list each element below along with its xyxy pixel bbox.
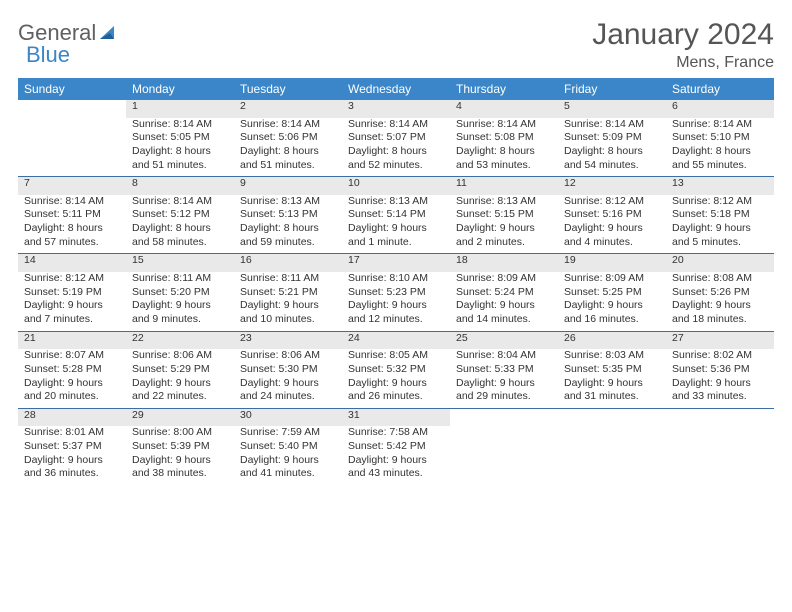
day-number: 17 <box>342 254 450 272</box>
day-cell: Sunrise: 8:09 AMSunset: 5:24 PMDaylight:… <box>450 272 558 331</box>
day-cell: Sunrise: 8:03 AMSunset: 5:35 PMDaylight:… <box>558 349 666 408</box>
day-cell: Sunrise: 8:11 AMSunset: 5:21 PMDaylight:… <box>234 272 342 331</box>
day-cell: Sunrise: 8:13 AMSunset: 5:13 PMDaylight:… <box>234 195 342 254</box>
col-friday: Friday <box>558 78 666 100</box>
day-cell: Sunrise: 8:04 AMSunset: 5:33 PMDaylight:… <box>450 349 558 408</box>
day-number: 9 <box>234 177 342 195</box>
page-title: January 2024 <box>592 18 774 52</box>
day-number: 22 <box>126 331 234 349</box>
calendar-table: Sunday Monday Tuesday Wednesday Thursday… <box>18 78 774 485</box>
col-wednesday: Wednesday <box>342 78 450 100</box>
day-cell <box>666 426 774 485</box>
day-cell <box>18 118 126 177</box>
day-number <box>666 408 774 426</box>
day-number: 18 <box>450 254 558 272</box>
day-cell: Sunrise: 8:14 AMSunset: 5:12 PMDaylight:… <box>126 195 234 254</box>
day-number: 6 <box>666 100 774 118</box>
day-number: 23 <box>234 331 342 349</box>
col-tuesday: Tuesday <box>234 78 342 100</box>
weekday-header-row: Sunday Monday Tuesday Wednesday Thursday… <box>18 78 774 100</box>
day-number <box>558 408 666 426</box>
day-number: 7 <box>18 177 126 195</box>
day-number: 27 <box>666 331 774 349</box>
day-number: 4 <box>450 100 558 118</box>
day-number <box>450 408 558 426</box>
col-thursday: Thursday <box>450 78 558 100</box>
day-content-row: Sunrise: 8:01 AMSunset: 5:37 PMDaylight:… <box>18 426 774 485</box>
day-number: 8 <box>126 177 234 195</box>
day-content-row: Sunrise: 8:14 AMSunset: 5:05 PMDaylight:… <box>18 118 774 177</box>
day-number: 2 <box>234 100 342 118</box>
day-cell: Sunrise: 8:01 AMSunset: 5:37 PMDaylight:… <box>18 426 126 485</box>
day-number: 20 <box>666 254 774 272</box>
day-number: 11 <box>450 177 558 195</box>
day-number: 25 <box>450 331 558 349</box>
daynum-row: 14151617181920 <box>18 254 774 272</box>
day-number <box>18 100 126 118</box>
day-number: 14 <box>18 254 126 272</box>
day-number: 1 <box>126 100 234 118</box>
day-number: 29 <box>126 408 234 426</box>
day-cell: Sunrise: 8:11 AMSunset: 5:20 PMDaylight:… <box>126 272 234 331</box>
day-number: 15 <box>126 254 234 272</box>
logo-word2: Blue <box>26 42 70 68</box>
day-number: 21 <box>18 331 126 349</box>
day-cell: Sunrise: 8:14 AMSunset: 5:05 PMDaylight:… <box>126 118 234 177</box>
day-number: 19 <box>558 254 666 272</box>
daynum-row: 78910111213 <box>18 177 774 195</box>
day-cell: Sunrise: 8:14 AMSunset: 5:08 PMDaylight:… <box>450 118 558 177</box>
day-number: 28 <box>18 408 126 426</box>
day-content-row: Sunrise: 8:07 AMSunset: 5:28 PMDaylight:… <box>18 349 774 408</box>
day-number: 5 <box>558 100 666 118</box>
day-cell: Sunrise: 8:13 AMSunset: 5:14 PMDaylight:… <box>342 195 450 254</box>
daynum-row: 123456 <box>18 100 774 118</box>
daynum-row: 21222324252627 <box>18 331 774 349</box>
day-cell: Sunrise: 8:14 AMSunset: 5:07 PMDaylight:… <box>342 118 450 177</box>
day-cell: Sunrise: 7:59 AMSunset: 5:40 PMDaylight:… <box>234 426 342 485</box>
day-cell <box>558 426 666 485</box>
day-number: 10 <box>342 177 450 195</box>
col-saturday: Saturday <box>666 78 774 100</box>
day-number: 26 <box>558 331 666 349</box>
day-number: 13 <box>666 177 774 195</box>
day-number: 3 <box>342 100 450 118</box>
day-number: 24 <box>342 331 450 349</box>
day-cell: Sunrise: 8:12 AMSunset: 5:18 PMDaylight:… <box>666 195 774 254</box>
location: Mens, France <box>592 54 774 72</box>
day-cell: Sunrise: 8:14 AMSunset: 5:09 PMDaylight:… <box>558 118 666 177</box>
day-number: 30 <box>234 408 342 426</box>
day-cell: Sunrise: 8:00 AMSunset: 5:39 PMDaylight:… <box>126 426 234 485</box>
col-monday: Monday <box>126 78 234 100</box>
day-number: 31 <box>342 408 450 426</box>
day-cell: Sunrise: 8:06 AMSunset: 5:29 PMDaylight:… <box>126 349 234 408</box>
day-cell: Sunrise: 8:02 AMSunset: 5:36 PMDaylight:… <box>666 349 774 408</box>
day-cell: Sunrise: 8:07 AMSunset: 5:28 PMDaylight:… <box>18 349 126 408</box>
day-number: 16 <box>234 254 342 272</box>
day-cell: Sunrise: 8:10 AMSunset: 5:23 PMDaylight:… <box>342 272 450 331</box>
day-cell: Sunrise: 8:12 AMSunset: 5:16 PMDaylight:… <box>558 195 666 254</box>
col-sunday: Sunday <box>18 78 126 100</box>
day-content-row: Sunrise: 8:12 AMSunset: 5:19 PMDaylight:… <box>18 272 774 331</box>
day-cell <box>450 426 558 485</box>
day-number: 12 <box>558 177 666 195</box>
day-cell: Sunrise: 8:08 AMSunset: 5:26 PMDaylight:… <box>666 272 774 331</box>
day-cell: Sunrise: 8:12 AMSunset: 5:19 PMDaylight:… <box>18 272 126 331</box>
day-cell: Sunrise: 8:14 AMSunset: 5:11 PMDaylight:… <box>18 195 126 254</box>
day-cell: Sunrise: 8:09 AMSunset: 5:25 PMDaylight:… <box>558 272 666 331</box>
header: General January 2024 Mens, France <box>18 18 774 72</box>
daynum-row: 28293031 <box>18 408 774 426</box>
day-cell: Sunrise: 8:14 AMSunset: 5:10 PMDaylight:… <box>666 118 774 177</box>
day-cell: Sunrise: 8:13 AMSunset: 5:15 PMDaylight:… <box>450 195 558 254</box>
logo-sail-icon <box>98 24 118 42</box>
day-cell: Sunrise: 8:06 AMSunset: 5:30 PMDaylight:… <box>234 349 342 408</box>
day-cell: Sunrise: 8:14 AMSunset: 5:06 PMDaylight:… <box>234 118 342 177</box>
day-content-row: Sunrise: 8:14 AMSunset: 5:11 PMDaylight:… <box>18 195 774 254</box>
title-block: January 2024 Mens, France <box>592 18 774 72</box>
day-cell: Sunrise: 8:05 AMSunset: 5:32 PMDaylight:… <box>342 349 450 408</box>
day-cell: Sunrise: 7:58 AMSunset: 5:42 PMDaylight:… <box>342 426 450 485</box>
